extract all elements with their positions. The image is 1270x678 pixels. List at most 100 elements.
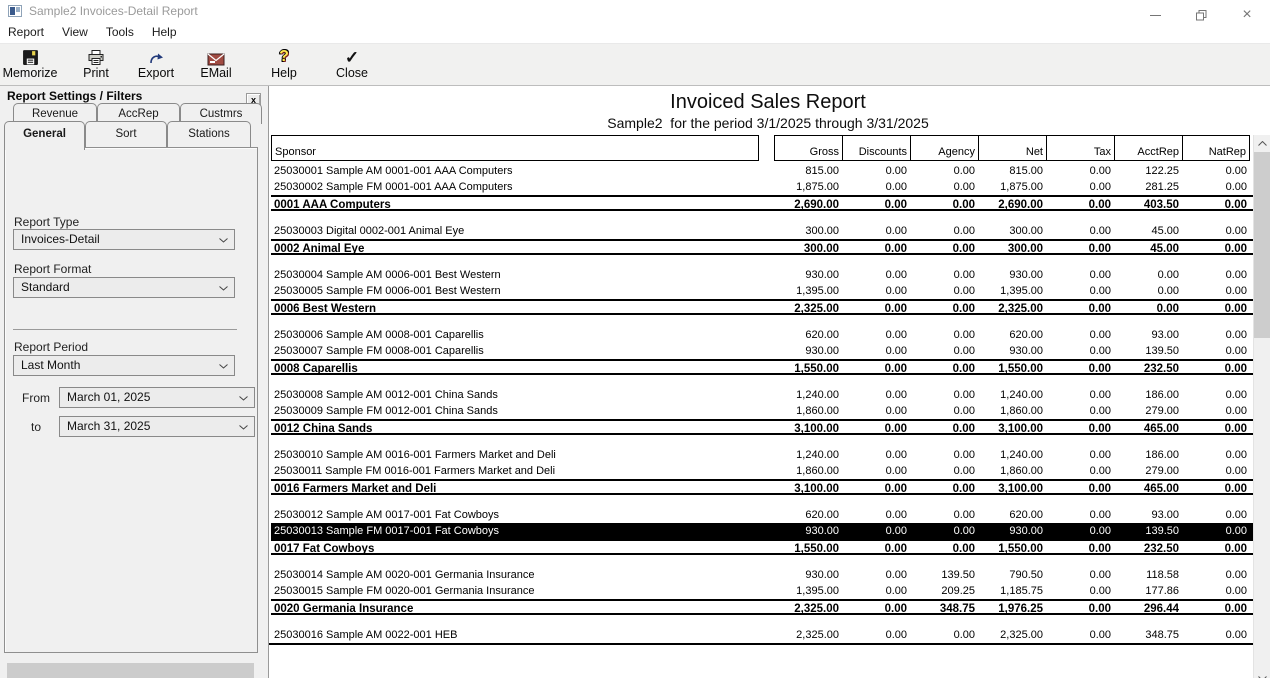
amount-cell: 0.00 — [1088, 243, 1111, 253]
table-row[interactable]: 25030006 Sample AM 0008-001 Caparellis 62… — [271, 327, 1253, 343]
toolbar-button-label: Memorize — [2, 66, 58, 80]
table-row[interactable]: 25030015 Sample FM 0020-001 Germania Ins… — [271, 583, 1253, 599]
column-header-natrep[interactable]: NatRep — [1182, 135, 1250, 161]
column-header-acctrep[interactable]: AcctRep — [1114, 135, 1182, 161]
scroll-down-button[interactable] — [1254, 670, 1270, 678]
menu-help[interactable]: Help — [151, 25, 177, 39]
amount-cell: 0.00 — [1088, 603, 1111, 613]
tab-general[interactable]: General — [4, 121, 85, 150]
title-bar: Sample2 Invoices-Detail Report × — [0, 0, 1270, 23]
column-header-discounts[interactable]: Discounts — [842, 135, 910, 161]
column-header-sponsor[interactable]: Sponsor — [271, 135, 759, 161]
table-row[interactable]: 25030002 Sample FM 0001-001 AAA Computer… — [271, 179, 1253, 195]
amount-cell: 0.00 — [1225, 585, 1247, 597]
amount-cell: 0.00 — [1224, 543, 1247, 553]
envelope-icon — [207, 47, 225, 66]
chevron-down-icon — [219, 238, 228, 243]
table-row[interactable]: 25030013 Sample FM 0017-001 Fat Cowboys 9… — [271, 523, 1253, 539]
table-row[interactable]: 25030009 Sample FM 0012-001 China Sands 1… — [271, 403, 1253, 419]
amount-cell: 403.50 — [1143, 199, 1179, 209]
amount-cell: 0.00 — [885, 629, 907, 641]
table-total-row[interactable]: 0012 China Sands 3,100.00 0.00 0.00 3,100.00… — [271, 419, 1253, 435]
table-total-row[interactable]: 0001 AAA Computers 2,690.00 0.00 0.00 2,690.… — [271, 195, 1253, 211]
table-row[interactable]: 25030012 Sample AM 0017-001 Fat Cowboys 6… — [271, 507, 1253, 523]
column-header-agency[interactable]: Agency — [910, 135, 978, 161]
sponsor-cell: 25030002 Sample FM 0001-001 AAA Computer… — [274, 181, 513, 193]
close-button[interactable]: × — [1224, 0, 1270, 30]
column-header-tax[interactable]: Tax — [1046, 135, 1114, 161]
tab-sort[interactable]: Sort — [85, 121, 167, 147]
amount-cell: 0.00 — [1225, 465, 1247, 477]
toolbar-button-label: Help — [271, 66, 297, 80]
amount-cell: 2,325.00 — [794, 303, 839, 313]
amount-cell: 2,690.00 — [998, 199, 1043, 209]
amount-cell: 465.00 — [1143, 423, 1179, 433]
tab-revenue[interactable]: Revenue — [13, 103, 97, 124]
report-period-combobox[interactable]: Last Month — [13, 355, 235, 376]
column-header-net[interactable]: Net — [978, 135, 1046, 161]
table-row[interactable]: 25030011 Sample FM 0016-001 Farmers Mark… — [271, 463, 1253, 479]
sponsor-cell: 25030012 Sample AM 0017-001 Fat Cowboys — [274, 509, 500, 521]
amount-cell: 0.00 — [885, 389, 907, 401]
email-button[interactable]: EMail — [186, 47, 246, 80]
table-total-row[interactable]: 0016 Farmers Market and Deli 3,100.00 0.00… — [271, 479, 1253, 495]
vertical-scrollbar[interactable] — [1253, 135, 1270, 678]
amount-cell: 139.50 — [941, 569, 975, 581]
table-row[interactable]: 25030004 Sample AM 0006-001 Best Western… — [271, 267, 1253, 283]
amount-cell: 815.00 — [805, 165, 839, 177]
table-row[interactable]: 25030016 Sample AM 0022-001 HEB 2,325.00 0… — [271, 627, 1253, 643]
restore-button[interactable] — [1178, 0, 1224, 30]
table-row[interactable]: 25030007 Sample FM 0008-001 Caparellis 93… — [271, 343, 1253, 359]
tab-custmrs[interactable]: Custmrs — [180, 103, 262, 124]
amount-cell: 0.00 — [1225, 181, 1247, 193]
header-spacer — [759, 135, 774, 161]
sponsor-cell: 25030004 Sample AM 0006-001 Best Western — [274, 269, 501, 281]
sponsor-group: 25030008 Sample AM 0012-001 China Sands 1… — [269, 387, 1253, 435]
sponsor-cell: 25030015 Sample FM 0020-001 Germania Ins… — [274, 585, 535, 597]
minimize-button[interactable] — [1132, 0, 1178, 30]
scrollbar-thumb[interactable] — [1254, 152, 1270, 338]
help-button[interactable]: ? Help — [254, 47, 314, 80]
tab-stations[interactable]: Stations — [167, 121, 251, 147]
table-total-row[interactable]: 0006 Best Western 2,325.00 0.00 0.00 2,325.0… — [271, 299, 1253, 315]
amount-cell: 0.00 — [1224, 423, 1247, 433]
report-format-combobox[interactable]: Standard — [13, 277, 235, 298]
column-header-gross[interactable]: Gross — [774, 135, 842, 161]
table-row[interactable]: 25030008 Sample AM 0012-001 China Sands 1… — [271, 387, 1253, 403]
amount-cell: 2,325.00 — [796, 629, 839, 641]
table-total-row[interactable]: 0002 Animal Eye 300.00 0.00 0.00 300.00 0.00 4… — [271, 239, 1253, 255]
amount-cell: 0.00 — [953, 181, 975, 193]
to-date-combobox[interactable]: March 31, 2025 — [59, 416, 255, 437]
table-row[interactable]: 25030010 Sample AM 0016-001 Farmers Mark… — [271, 447, 1253, 463]
menu-view[interactable]: View — [62, 25, 88, 39]
table-total-row[interactable]: 0017 Fat Cowboys 1,550.00 0.00 0.00 1,550.00… — [271, 539, 1253, 555]
chevron-down-icon — [219, 286, 228, 291]
memorize-button[interactable]: Memorize — [0, 47, 60, 80]
separator — [13, 329, 237, 330]
amount-cell: 0.00 — [953, 345, 975, 357]
chevron-up-icon — [1258, 141, 1267, 146]
amount-cell: 0.00 — [952, 199, 975, 209]
tab-accrep[interactable]: AccRep — [97, 103, 180, 124]
scroll-up-button[interactable] — [1254, 135, 1270, 152]
menu-report[interactable]: Report — [8, 25, 45, 39]
print-button[interactable]: Print — [66, 47, 126, 80]
close-report-button[interactable]: ✓ Close — [322, 47, 382, 80]
table-total-row[interactable]: 0008 Caparellis 1,550.00 0.00 0.00 1,550.00 0… — [271, 359, 1253, 375]
report-type-combobox[interactable]: Invoices-Detail — [13, 229, 235, 250]
amount-cell: 930.00 — [805, 569, 839, 581]
from-date-combobox[interactable]: March 01, 2025 — [59, 387, 255, 408]
table-row[interactable]: 25030005 Sample FM 0006-001 Best Western… — [271, 283, 1253, 299]
amount-cell: 348.75 — [1145, 629, 1179, 641]
amount-cell: 2,325.00 — [998, 303, 1043, 313]
table-row[interactable]: 25030003 Digital 0002-001 Animal Eye 300.… — [271, 223, 1253, 239]
amount-cell: 1,976.25 — [998, 603, 1043, 613]
table-total-row[interactable]: 0020 Germania Insurance 2,325.00 0.00 348.7… — [271, 599, 1253, 615]
amount-cell: 0.00 — [885, 225, 907, 237]
export-button[interactable]: Export — [126, 47, 186, 80]
amount-cell: 1,395.00 — [796, 585, 839, 597]
panel-horizontal-scrollbar[interactable] — [7, 663, 254, 678]
table-row[interactable]: 25030001 Sample AM 0001-001 AAA Computer… — [271, 163, 1253, 179]
menu-tools[interactable]: Tools — [105, 25, 134, 39]
table-row[interactable]: 25030014 Sample AM 0020-001 Germania Ins… — [271, 567, 1253, 583]
